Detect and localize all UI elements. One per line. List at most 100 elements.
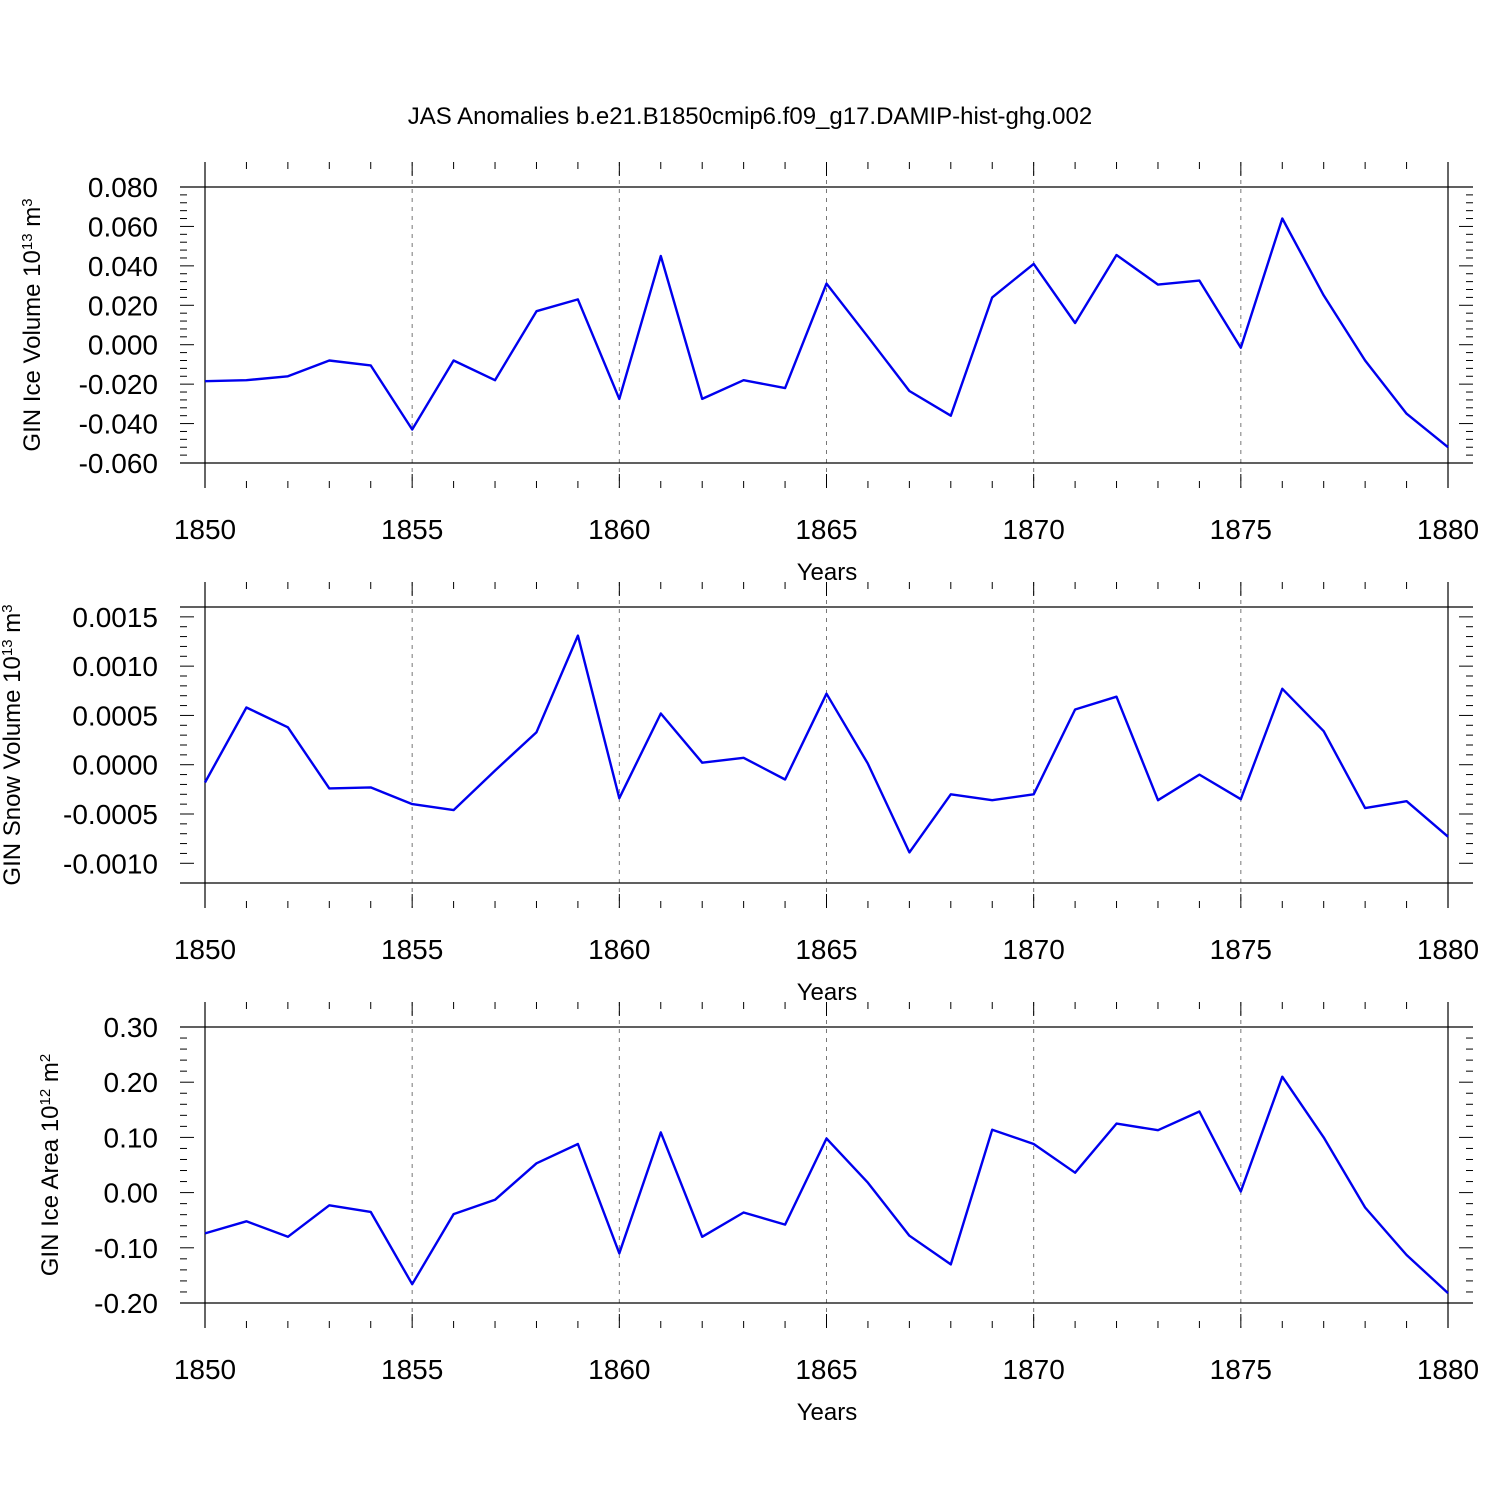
data-point <box>203 1231 207 1235</box>
data-point <box>617 796 621 800</box>
data-point <box>866 335 870 339</box>
x-tick-label: 1860 <box>588 934 650 965</box>
y-tick-label: -0.060 <box>79 448 158 479</box>
data-point <box>907 1234 911 1238</box>
data-point <box>825 1137 829 1141</box>
data-point <box>327 1203 331 1207</box>
chart-panel-2: -0.0010 -0.0005 0.0000 0.0005 0.0010 0.0015 18… <box>0 582 1479 1006</box>
data-point <box>1405 799 1409 803</box>
data-point <box>493 378 497 382</box>
data-point <box>1197 773 1201 777</box>
data-point <box>783 386 787 390</box>
y-tick-label: 0.020 <box>88 290 158 321</box>
data-point <box>1446 1291 1450 1295</box>
data-point <box>452 1212 456 1216</box>
y-tick-label: -0.0010 <box>63 848 158 879</box>
y-tick-label: -0.0005 <box>63 799 158 830</box>
data-point <box>1032 792 1036 796</box>
x-tick-label: 1875 <box>1210 1354 1272 1385</box>
data-point <box>1322 293 1326 297</box>
x-tick-label: 1880 <box>1417 934 1479 965</box>
x-tick-label: 1870 <box>1003 1354 1065 1385</box>
data-point <box>990 798 994 802</box>
data-point <box>534 309 538 313</box>
data-point <box>1032 1142 1036 1146</box>
data-point <box>576 1142 580 1146</box>
data-point <box>452 358 456 362</box>
x-tick-label: 1855 <box>381 514 443 545</box>
data-point <box>659 1130 663 1134</box>
data-point <box>1363 358 1367 362</box>
y-tick-label: -0.10 <box>94 1233 158 1264</box>
data-point <box>410 427 414 431</box>
y-tick-label: 0.00 <box>104 1178 159 1209</box>
data-point <box>1073 708 1077 712</box>
data-point <box>286 1235 290 1239</box>
x-tick-label: 1880 <box>1417 1354 1479 1385</box>
data-point <box>369 363 373 367</box>
data-point <box>1322 729 1326 733</box>
data-point <box>244 706 248 710</box>
data-point <box>244 1219 248 1223</box>
y-tick-label: -0.20 <box>94 1288 158 1319</box>
data-point <box>369 1210 373 1214</box>
x-tick-label: 1880 <box>1417 514 1479 545</box>
x-tick-label: 1865 <box>795 514 857 545</box>
data-point <box>700 1235 704 1239</box>
data-point <box>410 1282 414 1286</box>
y-axis-label-superscript: 12 <box>37 1089 54 1106</box>
data-point <box>493 769 497 773</box>
x-tick-label: 1850 <box>174 514 236 545</box>
data-point <box>1073 1171 1077 1175</box>
y-tick-label: 0.080 <box>88 172 158 203</box>
series-line <box>204 217 1449 449</box>
y-tick-label: -0.020 <box>79 369 158 400</box>
data-point <box>1280 217 1284 221</box>
y-axis-label: GIN Snow Volume 1013 m3 <box>0 604 26 885</box>
x-axis-label: Years <box>797 979 858 1006</box>
chart-panel-1: -0.060 -0.040 -0.020 0.000 0.020 0.040 0.060 0.… <box>19 162 1479 586</box>
data-point <box>1322 1135 1326 1139</box>
y-axis-label-superscript: 3 <box>19 198 36 206</box>
data-point <box>452 808 456 812</box>
data-point <box>286 725 290 729</box>
data-point <box>783 1223 787 1227</box>
data-point <box>700 761 704 765</box>
data-point <box>1280 1075 1284 1079</box>
data-point <box>203 379 207 383</box>
y-tick-label: 0.30 <box>104 1012 159 1043</box>
data-point <box>617 1251 621 1255</box>
data-point <box>825 692 829 696</box>
data-point <box>327 358 331 362</box>
data-point <box>1156 798 1160 802</box>
y-axis-label-part: GIN Snow Volume 10 <box>0 656 26 885</box>
y-axis-label-part: m <box>0 613 26 640</box>
data-point <box>617 397 621 401</box>
data-point <box>783 778 787 782</box>
y-tick-label: 0.10 <box>104 1122 159 1153</box>
data-point <box>866 1181 870 1185</box>
x-axis-label: Years <box>797 1399 858 1426</box>
data-point <box>1446 445 1450 449</box>
data-point <box>369 785 373 789</box>
y-axis-label-part: m <box>19 207 46 234</box>
x-tick-label: 1875 <box>1210 934 1272 965</box>
data-point <box>410 802 414 806</box>
data-point <box>1115 695 1119 699</box>
y-tick-label: 0.060 <box>88 211 158 242</box>
data-point <box>1363 1206 1367 1210</box>
data-point <box>286 374 290 378</box>
data-point <box>949 792 953 796</box>
figure-title: JAS Anomalies b.e21.B1850cmip6.f09_g17.D… <box>408 103 1092 130</box>
data-point <box>742 1210 746 1214</box>
y-tick-label: 0.040 <box>88 251 158 282</box>
y-axis-label-part: GIN Ice Volume 10 <box>19 250 46 451</box>
series-line <box>204 1075 1449 1294</box>
data-point <box>1197 279 1201 283</box>
y-tick-label: 0.0015 <box>72 602 158 633</box>
x-tick-label: 1855 <box>381 1354 443 1385</box>
data-point <box>742 378 746 382</box>
data-point <box>907 850 911 854</box>
